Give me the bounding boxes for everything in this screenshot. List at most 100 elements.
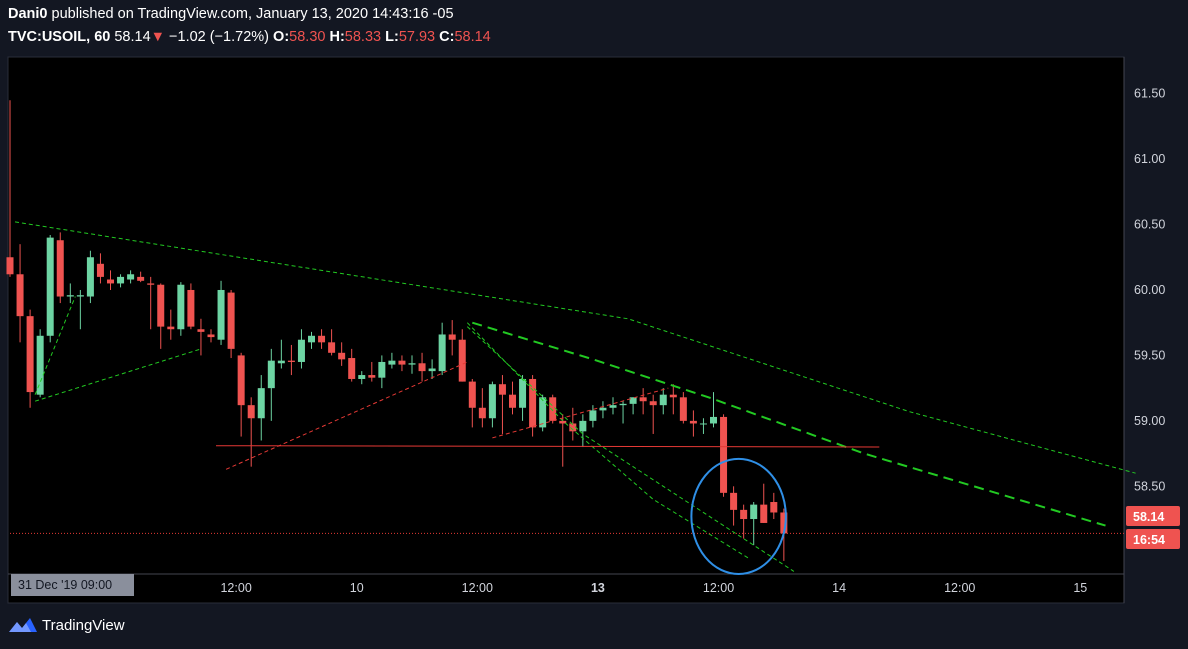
candle-body [328, 342, 336, 353]
author-name[interactable]: Dani0 [8, 6, 48, 22]
candle-body [498, 384, 506, 395]
candle [6, 100, 14, 277]
candle [117, 274, 125, 288]
candle [237, 352, 245, 437]
candle [318, 329, 326, 349]
crosshair-time-label: 31 Dec '19 09:00 [11, 574, 134, 596]
open-label: O: [273, 29, 290, 45]
symbol-name[interactable]: TVC:USOIL, 60 [8, 29, 111, 45]
candle-body [187, 289, 195, 327]
candle-body [659, 394, 667, 406]
candle-body [127, 274, 135, 280]
candle [187, 283, 195, 330]
candle-body [408, 363, 416, 365]
candle-body [277, 360, 285, 364]
candle-body [237, 355, 245, 406]
candle-body [438, 334, 446, 372]
price-tick-label: 61.50 [1134, 87, 1165, 101]
candle [308, 331, 315, 349]
price-tick-label: 58.50 [1134, 479, 1165, 493]
time-tick-label: 12:00 [462, 581, 493, 595]
candle [137, 271, 145, 283]
last-price-label: 58.14 [1133, 510, 1164, 524]
tradingview-logo-icon [9, 618, 37, 632]
drawings[interactable] [10, 221, 1136, 576]
close-label: C: [439, 29, 455, 45]
candle [297, 329, 305, 369]
candle [86, 250, 94, 304]
candle-body [458, 339, 466, 382]
candle-body [46, 237, 54, 336]
green-trendline [472, 321, 1106, 527]
candle [26, 309, 34, 408]
candle-body [750, 504, 758, 520]
candle-body [227, 292, 235, 349]
last-price-badge: 58.14 16:54 [1126, 506, 1180, 549]
high-label: H: [329, 29, 345, 45]
red-trendline [492, 387, 669, 439]
candle [207, 329, 215, 343]
candle-body [710, 416, 717, 424]
candle-body [549, 397, 557, 421]
candle [46, 235, 54, 343]
candle-body [56, 240, 64, 297]
time-tick-label: 12:00 [944, 581, 975, 595]
low-label: L: [385, 29, 399, 45]
candle-body [177, 284, 185, 330]
red-trendline [225, 361, 468, 470]
candle-body [679, 397, 687, 421]
candle-body [569, 423, 577, 432]
candle-body [96, 263, 104, 277]
candle-body [16, 274, 24, 317]
candle-body [760, 504, 768, 523]
candle [679, 392, 687, 424]
candle [76, 289, 84, 330]
candle [157, 283, 165, 349]
green-trendline [466, 326, 795, 572]
price-tick-label: 59.50 [1134, 348, 1165, 362]
candle-body [26, 316, 34, 393]
candle-body [157, 284, 165, 327]
candle-body [398, 360, 406, 365]
candle-body [730, 492, 738, 510]
candle [579, 414, 587, 448]
candle-body [478, 407, 486, 419]
green-trendline [466, 322, 749, 559]
candle-body [639, 397, 647, 402]
candle-body [297, 339, 305, 362]
price-tick-label: 61.00 [1134, 152, 1165, 166]
candle [147, 276, 155, 330]
candle-body [448, 334, 456, 340]
candle [760, 483, 768, 523]
candle [368, 361, 376, 382]
time-tick-label: 14 [832, 581, 846, 595]
price-axis[interactable]: 61.50 61.00 60.50 60.00 59.50 59.00 58.50 [1134, 87, 1165, 494]
tradingview-brand[interactable]: TradingView [8, 616, 125, 634]
candle [529, 375, 537, 437]
candle-body [609, 405, 617, 408]
bar-countdown: 16:54 [1133, 533, 1165, 547]
candle-body [740, 509, 748, 520]
candle [689, 410, 697, 437]
candle-body [418, 363, 426, 372]
candle-body [338, 352, 346, 360]
candle [589, 405, 597, 428]
candle-body [257, 388, 265, 419]
candle-body [720, 416, 728, 493]
candle [609, 397, 617, 415]
candle-body [267, 360, 275, 389]
candle-body [579, 420, 587, 432]
candle-body [368, 375, 376, 378]
chart-pane[interactable] [7, 56, 1125, 604]
candle-body [468, 381, 476, 408]
candle-body [699, 423, 707, 425]
high-value: 58.33 [344, 29, 382, 45]
candle-body [66, 295, 74, 297]
candle-body [770, 502, 778, 513]
candle [328, 329, 336, 356]
green-trendline [34, 348, 202, 402]
candle [96, 253, 104, 284]
candle-body [86, 257, 94, 297]
